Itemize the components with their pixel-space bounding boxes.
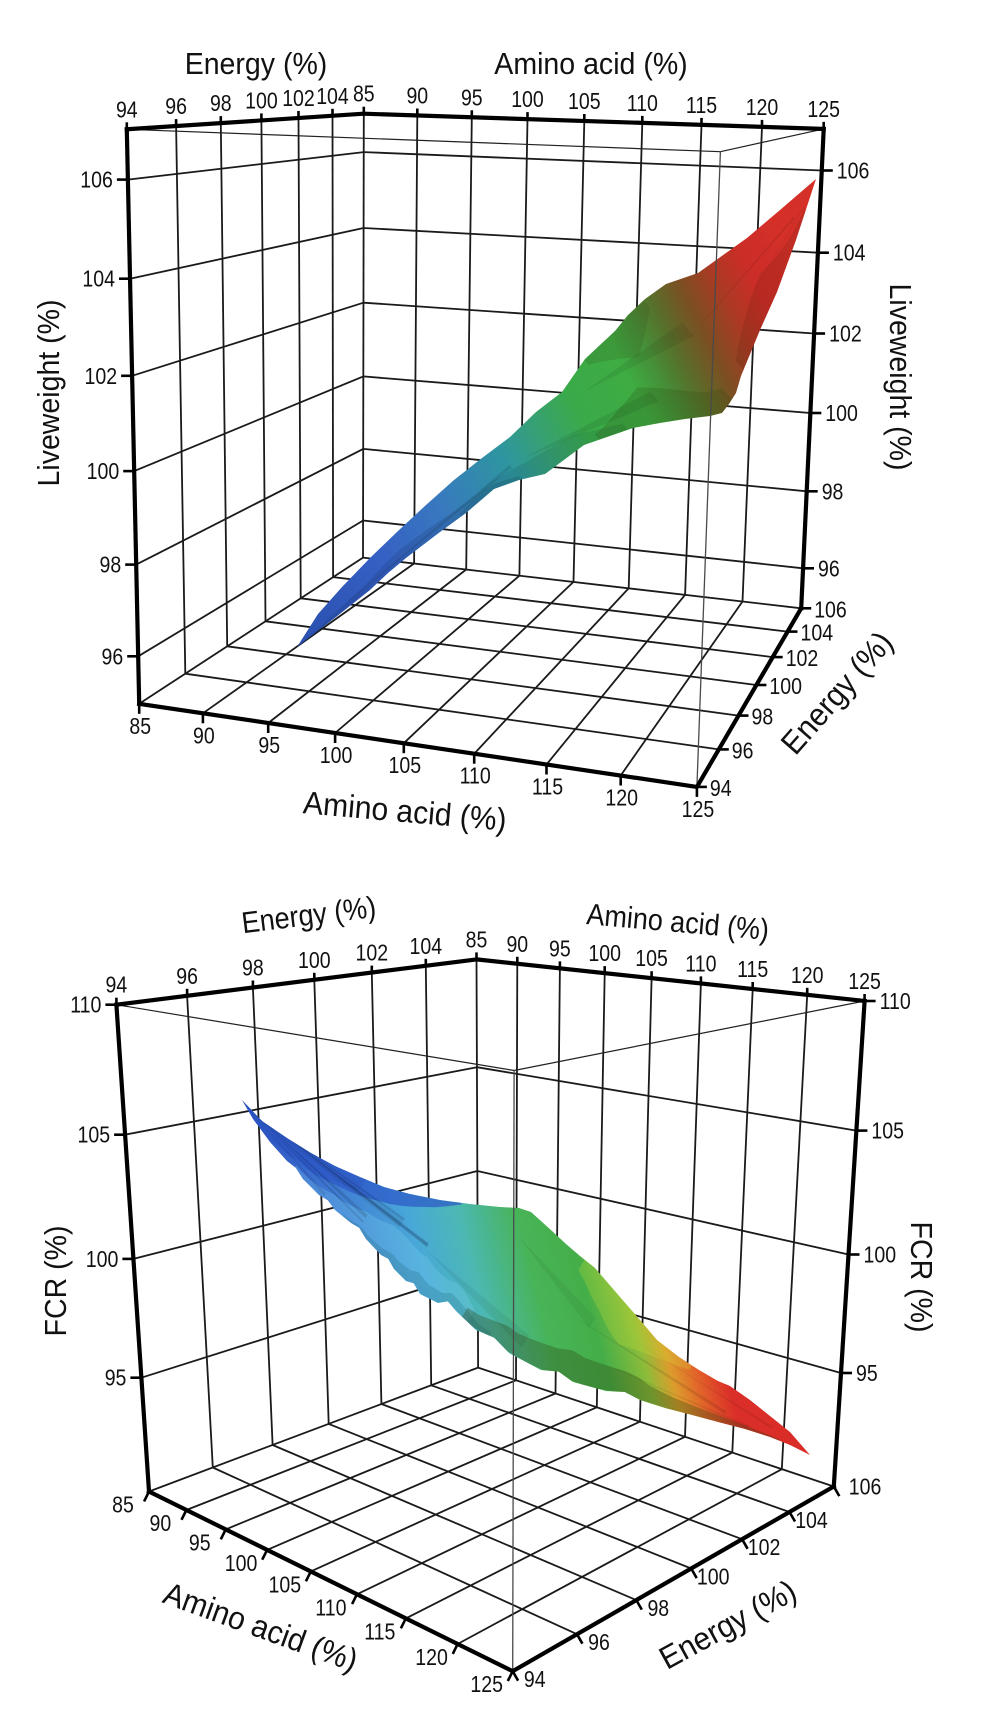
svg-text:96: 96 [176,963,198,989]
svg-text:95: 95 [461,84,483,110]
svg-text:Liveweight (%): Liveweight (%) [883,284,918,471]
svg-text:100: 100 [864,1242,897,1268]
svg-text:125: 125 [682,796,715,822]
svg-text:100: 100 [697,1564,730,1590]
svg-text:96: 96 [102,643,124,669]
svg-text:85: 85 [129,713,151,739]
svg-text:120: 120 [605,785,638,811]
svg-text:98: 98 [242,955,264,981]
svg-text:100: 100 [86,1246,119,1272]
svg-text:104: 104 [795,1507,828,1533]
svg-text:110: 110 [685,950,716,976]
svg-text:90: 90 [406,83,428,109]
svg-text:100: 100 [825,400,858,426]
svg-text:106: 106 [837,158,870,184]
svg-text:115: 115 [737,956,768,982]
svg-text:94: 94 [524,1666,546,1692]
svg-text:105: 105 [568,88,601,114]
svg-text:100: 100 [225,1550,258,1576]
svg-text:95: 95 [856,1360,878,1386]
svg-text:105: 105 [871,1118,904,1144]
svg-text:105: 105 [78,1122,111,1148]
svg-text:110: 110 [70,992,101,1018]
svg-text:95: 95 [189,1529,211,1555]
svg-text:100: 100 [511,86,544,112]
svg-text:100: 100 [320,742,353,768]
svg-text:105: 105 [269,1571,302,1597]
svg-text:106: 106 [80,167,113,193]
svg-text:102: 102 [748,1534,781,1560]
svg-text:100: 100 [769,673,802,699]
svg-text:125: 125 [470,1671,503,1697]
svg-text:110: 110 [460,763,491,789]
svg-text:106: 106 [814,596,847,622]
svg-text:90: 90 [506,931,528,957]
svg-text:90: 90 [150,1510,172,1536]
svg-text:125: 125 [848,968,881,994]
svg-text:104: 104 [801,620,834,646]
svg-text:94: 94 [116,96,138,122]
svg-text:96: 96 [818,555,840,581]
svg-text:85: 85 [466,926,488,952]
svg-text:98: 98 [100,552,122,578]
svg-text:98: 98 [822,478,844,504]
svg-text:120: 120 [746,94,779,120]
svg-text:102: 102 [356,940,389,966]
svg-text:104: 104 [410,933,443,959]
svg-text:106: 106 [849,1474,882,1500]
svg-text:100: 100 [298,947,331,973]
svg-text:120: 120 [415,1644,448,1670]
svg-text:90: 90 [193,722,215,748]
svg-text:95: 95 [258,732,280,758]
svg-text:96: 96 [588,1629,610,1655]
svg-text:115: 115 [364,1618,395,1644]
svg-text:95: 95 [549,935,571,961]
svg-text:102: 102 [786,645,819,671]
svg-text:110: 110 [627,90,658,116]
svg-text:98: 98 [752,704,774,730]
svg-text:98: 98 [647,1595,669,1621]
svg-text:115: 115 [532,774,563,800]
svg-text:96: 96 [165,93,187,119]
svg-text:110: 110 [880,988,911,1014]
svg-text:105: 105 [389,752,422,778]
svg-text:Liveweight (%): Liveweight (%) [31,300,66,487]
svg-text:104: 104 [833,240,866,266]
svg-text:125: 125 [807,96,840,122]
svg-text:Energy (%): Energy (%) [185,46,328,81]
svg-text:104: 104 [316,83,349,109]
svg-text:102: 102 [85,363,118,389]
svg-text:94: 94 [710,775,732,801]
svg-text:102: 102 [829,321,862,347]
svg-text:104: 104 [82,266,115,292]
svg-text:FCR (%): FCR (%) [38,1226,73,1337]
svg-text:100: 100 [87,458,120,484]
svg-text:95: 95 [105,1365,127,1391]
svg-text:Amino acid (%): Amino acid (%) [494,46,687,81]
svg-text:110: 110 [315,1594,346,1620]
svg-text:100: 100 [588,940,621,966]
svg-text:96: 96 [732,737,754,763]
svg-text:120: 120 [791,962,824,988]
svg-text:85: 85 [353,81,375,107]
svg-text:100: 100 [245,87,278,113]
svg-text:85: 85 [112,1492,134,1518]
svg-text:102: 102 [282,85,315,111]
svg-text:FCR (%): FCR (%) [904,1222,939,1333]
svg-text:94: 94 [106,972,128,998]
svg-text:98: 98 [210,90,232,116]
svg-text:115: 115 [686,92,717,118]
svg-text:105: 105 [635,945,668,971]
